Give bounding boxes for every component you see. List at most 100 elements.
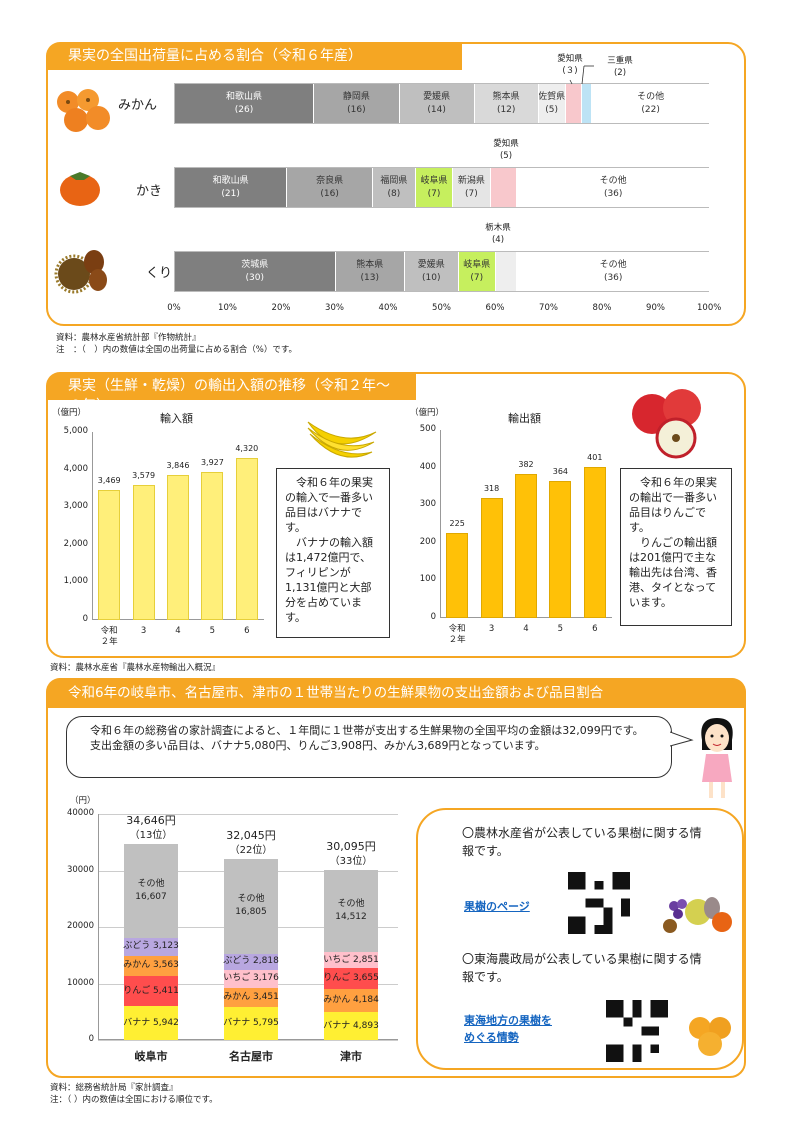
fruit-label-kuri: くり bbox=[146, 266, 173, 281]
y-tick: 0 bbox=[88, 1034, 94, 1044]
city-rank: （13位） bbox=[129, 830, 173, 842]
city-total: 34,646円 bbox=[126, 814, 176, 828]
x-tick: 6 bbox=[592, 624, 598, 634]
segment-value: (14) bbox=[427, 104, 446, 115]
segment-value: (30) bbox=[245, 272, 264, 283]
link-kaju-page[interactable]: 果樹のページ bbox=[464, 900, 530, 913]
hbar-segment: 熊本県 (12) bbox=[474, 84, 539, 123]
segment-label: その他 bbox=[637, 91, 665, 102]
y-tick: 10000 bbox=[66, 977, 94, 988]
x-tick: 6 bbox=[244, 626, 250, 636]
section2-source: 資料：農林水産省『農林水産物輸出入概況』 bbox=[50, 663, 221, 673]
hbar-kuri: 茨城県 (30) 熊本県 (13) 愛媛県 (10) 岐阜県 (7) その他 (36) bbox=[174, 251, 710, 292]
hbar-segment: 和歌山県 (21) bbox=[175, 168, 288, 207]
callout-mikan-aichi: 愛知県 (３) bbox=[557, 54, 583, 76]
stack-segment: みかん 4,184 bbox=[323, 988, 379, 1013]
stack-segment: いちご 3,176 bbox=[223, 969, 279, 988]
hbar-segment bbox=[581, 84, 593, 123]
segment-label: 和歌山県 bbox=[212, 175, 249, 186]
textbox-paragraph: 令和６年の果実の輸入で一番多い品目はバナナです。 bbox=[285, 476, 373, 534]
bar-value-label: 3,579 bbox=[132, 471, 156, 481]
bar bbox=[514, 474, 537, 618]
hbar-segment: その他 (36) bbox=[517, 168, 710, 207]
callout-lines-mikan bbox=[569, 65, 594, 85]
hbar-segment: その他 (36) bbox=[517, 252, 710, 291]
segment-label: 新潟県 bbox=[457, 175, 485, 186]
section2-title: 果実（生鮮・乾燥）の輸出入額の推移（令和２年～６年） bbox=[46, 372, 416, 414]
percent-tick: 50% bbox=[432, 303, 451, 313]
hbar-segment: 熊本県 (13) bbox=[335, 252, 406, 291]
percent-tick: 80% bbox=[592, 303, 612, 313]
hbar-kaki: 和歌山県 (21) 奈良県 (16) 福岡県 (8) 岐阜県 (7) 新潟県 (7) その他 (36) bbox=[174, 167, 710, 208]
stack-segment: バナナ 4,893 bbox=[323, 1012, 379, 1040]
segment-label: 熊本県 bbox=[492, 91, 520, 102]
x-tick: 令和 ２年 bbox=[448, 624, 466, 645]
segment-value: (16) bbox=[320, 188, 339, 199]
section3-source: 資料：総務省統計局『家計調査』 bbox=[50, 1083, 178, 1093]
segment-label: 岐阜県 bbox=[463, 259, 491, 270]
stack-segment: ぶどう 2,818 bbox=[223, 953, 279, 970]
speech-line2: 支出金額の多い品目は、バナナ5,080円、りんご3,908円、みかん3,689円… bbox=[79, 739, 546, 752]
hbar-segment: 奈良県 (16) bbox=[287, 168, 373, 207]
section3-unit: （円） bbox=[70, 796, 96, 806]
city-total: 30,095円 bbox=[326, 839, 376, 853]
link2-line2[interactable]: めぐる情勢 bbox=[464, 1031, 519, 1044]
import-unit: （億円） bbox=[52, 408, 87, 418]
x-tick: 4 bbox=[523, 624, 529, 634]
y-tick: 30000 bbox=[66, 864, 94, 875]
textbox-paragraph: りんごの輸出額は201億円で主な輸出先は台湾、香港、タイとなっています。 bbox=[629, 536, 717, 609]
x-tick: 3 bbox=[140, 626, 147, 636]
percent-tick: 40% bbox=[378, 303, 398, 313]
segment-label: その他 bbox=[599, 175, 627, 186]
export-chart-title: 輸出額 bbox=[508, 412, 541, 425]
percent-tick: 60% bbox=[485, 303, 505, 313]
bar bbox=[549, 481, 572, 618]
import-textbox: 令和６年の果実の輸入で一番多い品目はバナナです。 バナナの輸入額は1,472億円… bbox=[276, 468, 390, 638]
speech-tail bbox=[670, 731, 694, 747]
bar bbox=[446, 533, 469, 618]
mikan-icon bbox=[57, 89, 110, 132]
hbar-mikan: 和歌山県 (26) 静岡県 (16) 愛媛県 (14) 熊本県 (12) 佐賀県 (5) その他 (2… bbox=[174, 83, 710, 124]
segment-value: (22) bbox=[641, 104, 660, 115]
stack-segment: その他 14,512 bbox=[324, 869, 378, 952]
city-total: 32,045円 bbox=[226, 828, 276, 842]
hbar-segment: 愛媛県 (14) bbox=[399, 84, 475, 123]
stack-segment: その他 16,805 bbox=[224, 858, 278, 954]
hbar-segment bbox=[496, 252, 518, 291]
segment-label: 熊本県 bbox=[356, 259, 384, 270]
x-tick: 令和 ２年 bbox=[100, 626, 118, 647]
segment-value: (36) bbox=[603, 272, 623, 283]
export-textbox: 令和６年の果実の輸出で一番多い品目はりんごです。 りんごの輸出額は201億円で主… bbox=[620, 468, 732, 626]
segment-value: (36) bbox=[603, 188, 623, 199]
percent-tick: 70% bbox=[539, 303, 558, 313]
export-unit: （億円） bbox=[410, 408, 445, 418]
stack-segment: その他 16,607 bbox=[124, 844, 178, 939]
percent-tick: 100% bbox=[697, 303, 722, 313]
link2-line1[interactable]: 東海地方の果樹を bbox=[464, 1014, 552, 1027]
stack-segment: ぶどう 3,123 bbox=[123, 938, 179, 956]
mikan-pile-icon bbox=[689, 1017, 731, 1056]
segment-label: 岐阜県 bbox=[420, 175, 448, 186]
info1-text: 〇農林水産省が公表している果樹に関する情報です。 bbox=[462, 826, 702, 858]
segment-value: (12) bbox=[496, 104, 516, 115]
y-tick: 400 bbox=[419, 461, 436, 472]
y-tick: 3,000 bbox=[63, 501, 88, 512]
hbar-segment: 岐阜県 (7) bbox=[458, 252, 496, 291]
segment-label: 茨城県 bbox=[241, 259, 269, 270]
bar-value-label: 225 bbox=[449, 519, 465, 529]
hbar-segment: 新潟県 (7) bbox=[453, 168, 491, 207]
percent-tick: 10% bbox=[218, 303, 237, 313]
grid-line bbox=[98, 1040, 398, 1041]
bar bbox=[480, 498, 503, 618]
link-tokai-kaju[interactable]: 東海地方の果樹を めぐる情勢 bbox=[464, 1012, 552, 1046]
segment-label: 奈良県 bbox=[316, 175, 344, 186]
hbar-segment: 和歌山県 (26) bbox=[175, 84, 315, 123]
y-tick: 2,000 bbox=[63, 538, 88, 549]
y-tick: 20000 bbox=[66, 921, 94, 931]
city-name: 名古屋市 bbox=[229, 1050, 273, 1063]
y-tick: 200 bbox=[419, 536, 436, 547]
bar-value-label: 318 bbox=[483, 484, 500, 494]
callout-kaki-aichi: 愛知県 (5) bbox=[493, 139, 519, 161]
y-tick: 300 bbox=[419, 499, 436, 510]
bar bbox=[98, 489, 121, 620]
